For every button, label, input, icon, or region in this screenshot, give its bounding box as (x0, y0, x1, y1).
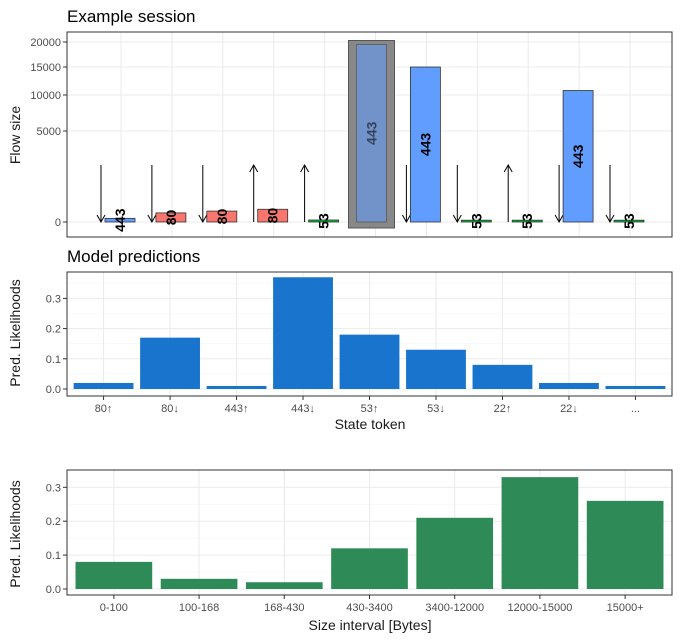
bar (140, 337, 200, 389)
y-tick-label: 0.3 (46, 482, 61, 494)
x-tick-label: ... (631, 403, 640, 415)
chart1-y-ticks: 0 5000 10000 15000 20000 (30, 37, 67, 229)
bar (206, 385, 267, 389)
chart3-y-ticks: 0.0 0.1 0.2 0.3 (46, 482, 67, 596)
x-tick-label: 443↓ (291, 403, 315, 415)
chart2-marks (73, 277, 666, 389)
x-tick-label: 443↑ (225, 403, 249, 415)
bar (472, 364, 533, 389)
chart1-panel-border (66, 31, 673, 238)
chart3-x-axis-title: Size interval [Bytes] (309, 617, 432, 633)
chart3-panel-border (66, 469, 673, 596)
bar (206, 210, 238, 223)
chart2-y-ticks: 0.0 0.1 0.2 0.3 (46, 293, 67, 396)
bar (104, 217, 136, 223)
x-tick-label: 100-168 (179, 602, 219, 614)
bar (331, 548, 408, 589)
y-tick-label: 0.3 (46, 293, 61, 305)
bar (245, 582, 323, 589)
x-tick-label: 80↓ (161, 403, 179, 415)
chart1-y-axis-title: Flow size (7, 106, 23, 165)
bar-label: 443 (570, 144, 586, 168)
bar (562, 90, 594, 223)
arrow-down-icon (96, 214, 106, 224)
y-tick-label: 15000 (30, 62, 61, 74)
bar (155, 212, 187, 223)
bar (613, 219, 645, 223)
y-tick-label: 5000 (37, 126, 61, 138)
x-tick-label: 15000+ (607, 602, 644, 614)
bar (406, 349, 466, 389)
arrow-down-icon (401, 214, 411, 224)
chart2-x-axis-title: State token (335, 416, 406, 432)
y-tick-label: 20000 (30, 37, 61, 49)
bar-label: 53 (316, 213, 332, 229)
bar (539, 382, 599, 389)
arrow-up-icon (249, 163, 259, 173)
bar (308, 219, 340, 223)
bar-label: 80 (163, 209, 179, 225)
arrow-down-icon (605, 214, 615, 224)
y-tick-label: 0.2 (46, 516, 61, 528)
x-tick-label: 22↓ (560, 403, 578, 415)
bar (160, 578, 238, 589)
x-tick-label: 80↑ (95, 403, 113, 415)
x-tick-label: 22↑ (494, 403, 512, 415)
arrow-down-icon (198, 214, 208, 224)
bar (75, 561, 153, 589)
bar-label: 443 (112, 208, 128, 232)
x-tick-label: 0-100 (100, 602, 128, 614)
chart2-x-ticks: 80↑ 80↓ 443↑ 443↓ 53↑ 53↓ 22↑ 22↓... (95, 396, 640, 415)
bar (605, 385, 666, 389)
x-tick-label: 53↓ (427, 403, 445, 415)
x-tick-label: 12000-15000 (508, 602, 573, 614)
y-tick-label: 0 (55, 217, 61, 229)
bar (356, 44, 387, 223)
chart2-panel-border (66, 271, 673, 397)
bar-label: 80 (265, 208, 281, 224)
y-tick-label: 0.2 (46, 324, 61, 336)
bar (586, 500, 664, 589)
y-tick-label: 0.0 (46, 384, 61, 396)
chart2-y-axis-title: Pred. Likelihoods (7, 279, 23, 386)
chart3-y-axis-title: Pred. Likelihoods (7, 480, 23, 587)
bar-label: 53 (621, 213, 637, 229)
bar (257, 208, 289, 223)
arrow-down-icon (452, 214, 462, 224)
bar-label: 53 (519, 213, 535, 229)
bar (511, 219, 543, 223)
y-tick-label: 0.0 (46, 584, 61, 596)
bar (409, 66, 441, 223)
chart3-marks (75, 477, 664, 589)
bar (416, 517, 494, 589)
bar-label: 53 (468, 213, 484, 229)
arrow-up-icon (503, 163, 513, 173)
x-tick-label: 168-430 (264, 602, 304, 614)
bar (501, 477, 579, 589)
bar-label: 80 (214, 209, 230, 225)
bar (273, 277, 333, 389)
arrow-down-icon (147, 214, 157, 224)
x-tick-label: 430-3400 (346, 602, 393, 614)
bar (460, 219, 492, 223)
y-tick-label: 0.1 (46, 550, 61, 562)
bar (339, 334, 400, 389)
bar-label: 443 (417, 133, 433, 157)
y-tick-label: 10000 (30, 90, 61, 102)
x-tick-label: 3400-12000 (425, 602, 484, 614)
chart2-title: Model predictions (67, 247, 200, 266)
chart3-x-ticks: 0-100 100-168 168-430 430-3400 3400-12000 120… (100, 595, 644, 614)
bar (73, 382, 134, 389)
chart1-title: Example session (67, 7, 196, 26)
arrow-down-icon (554, 214, 564, 224)
bar-label: 443 (364, 121, 380, 145)
arrow-up-icon (300, 163, 310, 173)
y-tick-label: 0.1 (46, 354, 61, 366)
chart1-marks: 443 80 80 80 53 443 443 53 53 443 53 (96, 40, 645, 232)
x-tick-label: 53↑ (361, 403, 379, 415)
